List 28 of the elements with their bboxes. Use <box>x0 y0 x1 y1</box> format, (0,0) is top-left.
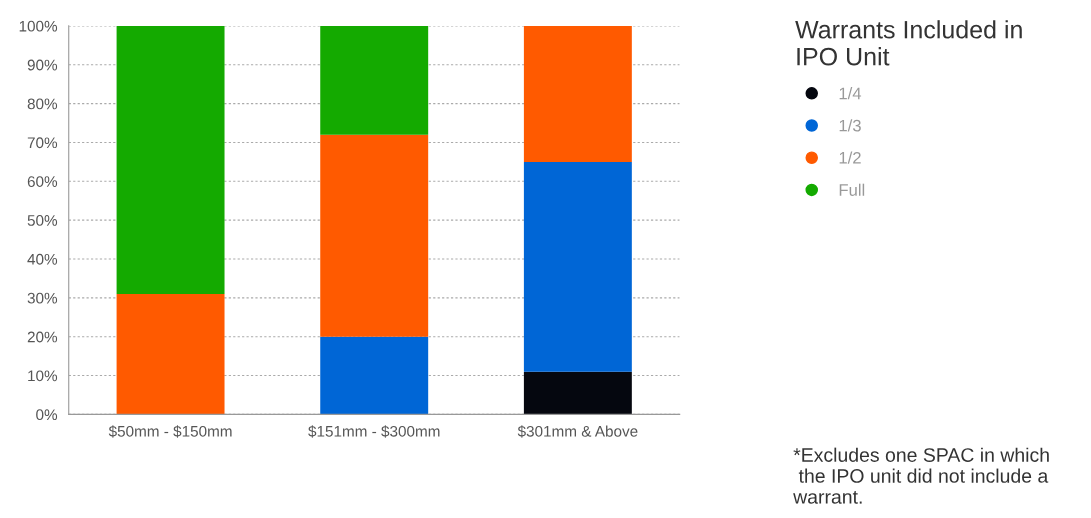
legend-title: Warrants Included in IPO Unit <box>795 20 1022 66</box>
x-tick-label: $50mm - $150mm <box>108 425 232 438</box>
y-tick-label: 70% <box>27 137 58 149</box>
bar <box>320 25 429 135</box>
bar <box>320 134 429 337</box>
legend-label: 1/4 <box>839 87 862 100</box>
legend-label: Full <box>839 183 865 196</box>
x-tick-label: $151mm - $300mm <box>308 425 440 438</box>
y-tick-label: 100% <box>19 20 58 32</box>
text: *Excludes one SPAC in which the IPO unit did not include a warrant. <box>793 447 1049 504</box>
x-tick-label: $301mm & Above <box>517 425 638 438</box>
bar <box>320 336 429 415</box>
y-tick-label: 50% <box>27 215 58 226</box>
y-tick-label: 80% <box>27 98 58 110</box>
y-tick-label: 20% <box>27 331 58 343</box>
bar <box>523 161 632 372</box>
y-tick-label: 40% <box>27 253 58 265</box>
legend-label: 1/3 <box>839 119 861 132</box>
bar <box>523 25 632 162</box>
bar <box>116 293 225 415</box>
bar <box>523 371 632 415</box>
bar <box>116 25 225 294</box>
y-tick-label: 30% <box>27 292 58 304</box>
y-tick-label: 60% <box>27 176 58 187</box>
y-tick-label: 10% <box>28 370 58 382</box>
legend-label: 1/2 <box>839 151 861 164</box>
y-tick-label: 0% <box>36 409 58 421</box>
y-tick-label: 90% <box>27 59 58 71</box>
